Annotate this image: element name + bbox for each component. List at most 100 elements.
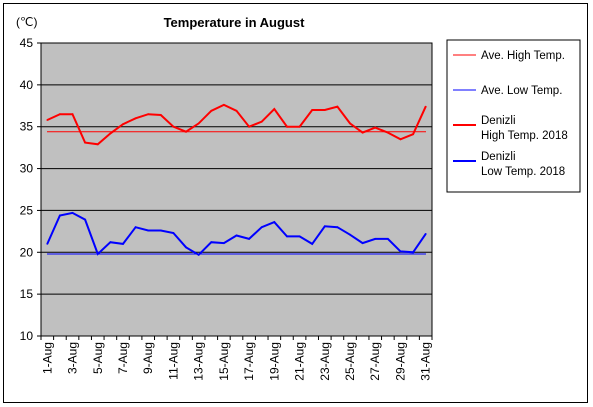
data-point — [147, 113, 150, 116]
y-tick-label: 15 — [20, 287, 34, 301]
data-point — [349, 122, 351, 125]
data-point — [311, 109, 314, 111]
data-point — [374, 126, 377, 129]
legend-box — [446, 39, 581, 193]
data-point — [147, 229, 150, 232]
data-point — [235, 109, 238, 112]
data-point — [273, 108, 276, 110]
data-point — [223, 104, 225, 106]
data-point — [349, 233, 351, 236]
x-tick-label: 29-Aug — [393, 342, 407, 381]
data-point — [159, 229, 162, 232]
data-point — [122, 123, 124, 126]
data-point — [122, 243, 124, 245]
data-point — [361, 131, 364, 134]
data-point — [134, 226, 137, 229]
data-point — [109, 132, 112, 135]
data-point — [46, 119, 49, 121]
x-tick-label: 31-Aug — [419, 342, 433, 381]
data-point — [286, 235, 288, 238]
x-tick-label: 23-Aug — [318, 342, 332, 381]
data-point — [248, 125, 251, 128]
data-point — [235, 234, 238, 237]
y-axis-unit-label: (℃) — [16, 15, 37, 29]
data-point — [260, 120, 263, 123]
data-point — [399, 138, 402, 141]
legend-label: Ave. Low Temp. — [481, 85, 562, 97]
data-point — [387, 131, 389, 134]
x-tick-label: 7-Aug — [116, 342, 130, 374]
x-tick-label: 17-Aug — [242, 342, 256, 381]
data-point — [336, 105, 339, 108]
data-point — [374, 238, 377, 240]
x-tick-label: 11-Aug — [166, 342, 180, 380]
data-point — [210, 109, 213, 112]
data-point — [323, 225, 326, 228]
data-point — [361, 242, 364, 245]
data-point — [109, 241, 112, 244]
y-tick-label: 10 — [20, 329, 34, 343]
y-tick-labels: 10 15 20 25 30 35 40 45 — [20, 36, 34, 343]
data-point — [172, 125, 175, 128]
data-point — [71, 212, 74, 214]
y-tick-label: 25 — [20, 203, 34, 217]
data-point — [298, 125, 301, 128]
series-layer — [46, 103, 427, 257]
data-point — [412, 133, 414, 136]
x-tick-label: 27-Aug — [368, 342, 382, 381]
data-point — [71, 113, 74, 116]
data-point — [84, 218, 86, 221]
y-tick-label: 30 — [20, 162, 34, 176]
data-point — [412, 251, 414, 254]
data-point — [424, 233, 427, 235]
x-tick-label: 13-Aug — [192, 342, 206, 381]
x-tick-label: 15-Aug — [217, 342, 231, 381]
x-tick-label: 3-Aug — [66, 342, 80, 374]
data-point — [172, 232, 175, 234]
data-point — [159, 114, 162, 116]
chart-frame — [3, 3, 588, 403]
y-tick-label: 40 — [20, 78, 34, 92]
data-point — [336, 226, 339, 229]
plot-area — [40, 42, 433, 337]
data-point — [210, 241, 213, 244]
chart-title: Temperature in August — [164, 15, 306, 30]
data-point — [248, 238, 251, 240]
data-point — [424, 105, 427, 108]
data-point — [323, 109, 326, 111]
x-tick-label: 9-Aug — [141, 342, 155, 374]
data-point — [286, 125, 288, 128]
x-tick-labels: 1-Aug 3-Aug 5-Aug 7-Aug 9-Aug 11-Aug 13-Aug 15-… — [40, 336, 433, 381]
y-tick-label: 45 — [20, 36, 34, 50]
data-point — [311, 243, 314, 245]
x-tick-label: 21-Aug — [293, 342, 307, 381]
legend-label: Ave. High Temp. — [481, 50, 565, 62]
x-tick-label: 1-Aug — [40, 342, 54, 374]
data-point — [59, 113, 61, 116]
data-point — [260, 226, 263, 229]
data-point — [96, 253, 99, 255]
data-point — [46, 243, 49, 245]
data-point — [197, 122, 200, 125]
x-tick-label: 25-Aug — [343, 342, 357, 381]
x-tick-label: 5-Aug — [91, 342, 105, 374]
data-point — [96, 143, 99, 146]
data-point — [134, 117, 137, 120]
data-point — [223, 242, 225, 245]
data-point — [387, 238, 389, 240]
data-point — [273, 221, 276, 224]
y-tick-label: 35 — [20, 120, 34, 134]
grid-lines — [37, 42, 432, 337]
data-point — [84, 141, 86, 144]
legend-label: Denizli High Temp. 2018 — [481, 115, 568, 142]
data-point — [185, 246, 187, 249]
data-point — [399, 250, 402, 253]
data-point — [197, 253, 200, 256]
y-tick-label: 20 — [20, 245, 34, 259]
data-point — [59, 214, 61, 217]
x-tick-label: 19-Aug — [267, 342, 281, 381]
data-point — [298, 235, 301, 238]
legend: Ave. High Temp. Ave. Low Temp. Denizli High… — [453, 50, 568, 178]
data-point — [185, 130, 187, 133]
